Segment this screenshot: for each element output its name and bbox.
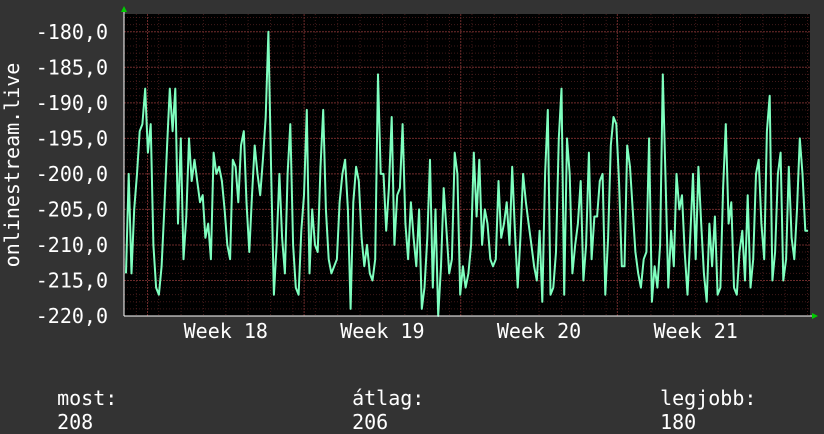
current-stat-value: 208	[57, 410, 94, 434]
x-tick-labels: Week 18 Week 19 Week 20 Week 21	[184, 319, 738, 343]
x-tick-label: Week 19	[340, 319, 424, 343]
y-axis-label: onlinestream.live	[0, 63, 24, 268]
y-tick-label: -190,0	[36, 91, 108, 115]
y-tick-labels: -180,0 -185,0 -190,0 -195,0 -200,0 -205,0 -210…	[36, 20, 108, 328]
best-stat: legjobb: 180	[636, 362, 756, 434]
best-stat-label: legjobb:	[660, 386, 757, 410]
current-stat-label: most:	[57, 386, 118, 410]
average-stat: átlag: 206	[328, 362, 424, 434]
average-stat-value: 206	[352, 410, 389, 434]
y-tick-label: -215,0	[36, 268, 108, 292]
x-tick-label: Week 21	[654, 319, 738, 343]
y-tick-label: -180,0	[36, 20, 108, 44]
y-tick-label: -195,0	[36, 126, 108, 150]
y-tick-label: -200,0	[36, 162, 108, 186]
chart: -180,0 -185,0 -190,0 -195,0 -200,0 -205,0 -210…	[0, 6, 818, 343]
y-tick-label: -210,0	[36, 233, 108, 257]
y-tick-label: -220,0	[36, 304, 108, 328]
best-stat-value: 180	[660, 410, 697, 434]
y-tick-label: -205,0	[36, 197, 108, 221]
y-axis-arrow	[121, 6, 127, 12]
axes	[121, 6, 818, 319]
y-tick-label: -185,0	[36, 55, 108, 79]
x-tick-label: Week 20	[497, 319, 581, 343]
average-stat-label: átlag:	[352, 386, 425, 410]
current-stat: most: 208	[33, 362, 117, 434]
x-tick-label: Week 18	[184, 319, 268, 343]
x-axis-arrow	[812, 313, 818, 319]
series-line	[125, 30, 808, 317]
